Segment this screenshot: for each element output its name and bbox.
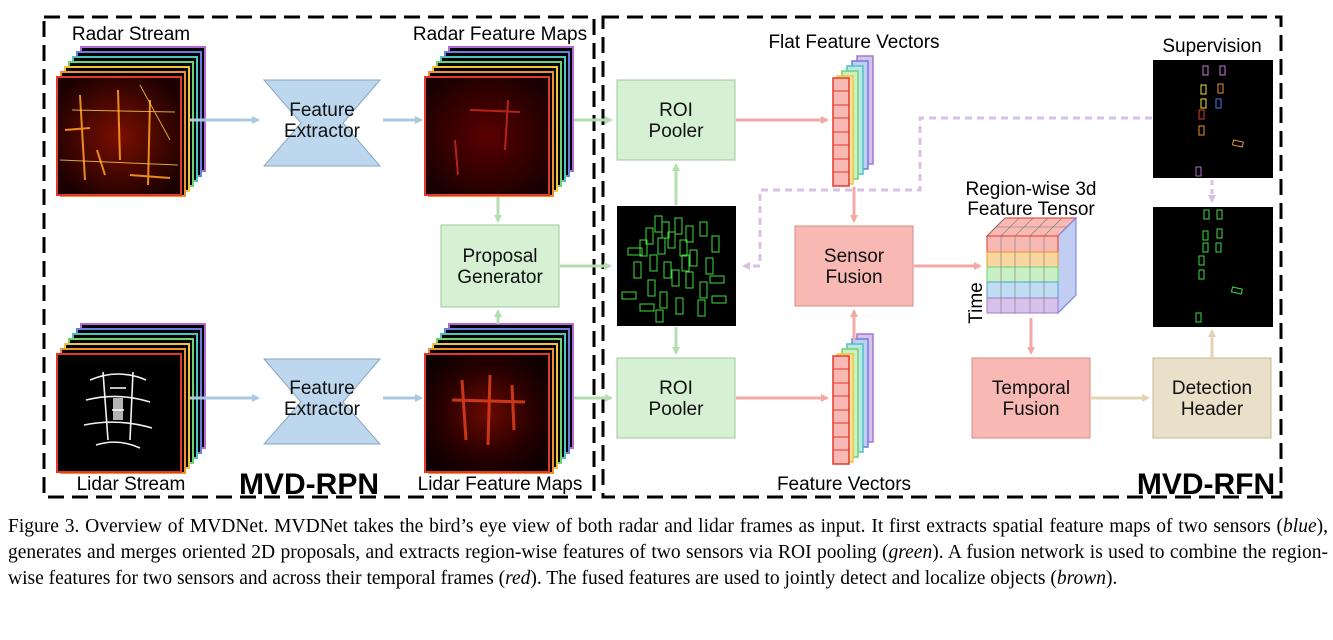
radar-feature-maps-stack bbox=[424, 46, 574, 197]
flat-feature-vectors-label: Flat Feature Vectors bbox=[768, 32, 939, 53]
mvd-rfn-title: MVD-RFN bbox=[1137, 468, 1275, 501]
tensor-title-line2: Feature Tensor bbox=[967, 199, 1095, 220]
radar-stream-label: Radar Stream bbox=[72, 24, 190, 45]
caption-green: green bbox=[888, 542, 933, 563]
radar-stream-stack bbox=[56, 46, 206, 197]
flat-feature-vectors-bottom bbox=[832, 333, 874, 465]
detection-header-line2: Header bbox=[1181, 399, 1244, 420]
flat-feature-vectors-top bbox=[832, 55, 874, 187]
caption-part3: ). A fusion network is used to combine t… bbox=[8, 542, 1328, 589]
caption-part5: ). bbox=[1105, 568, 1118, 589]
lidar-feature-extractor-block bbox=[262, 358, 382, 445]
supervision-label: Supervision bbox=[1162, 36, 1261, 57]
sensor-fusion-line1: Sensor bbox=[824, 246, 885, 267]
radar-feature-extractor-line1: Feature bbox=[289, 100, 354, 121]
proposal-generator-block bbox=[440, 224, 560, 308]
lidar-feature-extractor-line1: Feature bbox=[289, 378, 354, 399]
lidar-stream-stack bbox=[56, 323, 206, 474]
caption-red: red bbox=[505, 568, 531, 589]
caption-blue: blue bbox=[1283, 516, 1317, 537]
figure-caption: Figure 3. Overview of MVDNet. MVDNet tak… bbox=[8, 514, 1328, 592]
roi-pooler-bottom-line1: ROI bbox=[659, 378, 693, 399]
tensor-title-line1: Region-wise 3d bbox=[966, 179, 1097, 200]
caption-part1: Figure 3. Overview of MVDNet. MVDNet tak… bbox=[8, 516, 1284, 537]
proposals-map bbox=[617, 206, 736, 326]
detection-output-map bbox=[1153, 207, 1273, 327]
roi-pooler-bottom-block bbox=[616, 357, 736, 439]
roi-pooler-top-line2: Pooler bbox=[649, 121, 705, 142]
mvd-rpn-border bbox=[42, 15, 596, 499]
radar-feature-maps-label: Radar Feature Maps bbox=[413, 24, 587, 45]
sensor-fusion-line2: Fusion bbox=[825, 267, 882, 288]
mvd-rfn-border bbox=[601, 15, 1283, 499]
proposal-generator-line2: Generator bbox=[457, 267, 543, 288]
radar-feature-extractor-block bbox=[262, 79, 382, 167]
caption-part2: ), generates and merges oriented 2D prop… bbox=[8, 516, 1328, 563]
detection-header-line1: Detection bbox=[1172, 378, 1252, 399]
roi-pooler-top-block bbox=[616, 79, 736, 161]
proposal-generator-line1: Proposal bbox=[463, 246, 538, 267]
roi-pooler-top-line1: ROI bbox=[659, 100, 693, 121]
time-axis-label: Time bbox=[966, 282, 987, 324]
region-wise-3d-feature-tensor bbox=[985, 216, 1078, 315]
temporal-fusion-block bbox=[971, 357, 1091, 439]
lidar-feature-extractor-line2: Extractor bbox=[284, 399, 361, 420]
mvdnet-architecture-diagram: Radar Stream Lidar Stream Feature Extrac… bbox=[42, 15, 1283, 501]
feature-vectors-label: Feature Vectors bbox=[777, 474, 911, 495]
supervision-map bbox=[1153, 60, 1273, 178]
lidar-feature-maps-label: Lidar Feature Maps bbox=[418, 474, 583, 495]
lidar-feature-maps-stack bbox=[424, 323, 574, 474]
caption-part4: ). The fused features are used to jointl… bbox=[530, 568, 1057, 589]
sensor-fusion-block bbox=[794, 225, 914, 307]
radar-feature-extractor-line2: Extractor bbox=[284, 121, 361, 142]
arrow-supervision-to-proposals bbox=[742, 116, 1152, 270]
caption-brown: brown bbox=[1056, 568, 1106, 589]
roi-pooler-bottom-line2: Pooler bbox=[649, 399, 705, 420]
temporal-fusion-line2: Fusion bbox=[1002, 399, 1059, 420]
lidar-stream-label: Lidar Stream bbox=[77, 474, 186, 495]
temporal-fusion-line1: Temporal bbox=[992, 378, 1070, 399]
mvd-rpn-title: MVD-RPN bbox=[239, 468, 379, 501]
detection-header-block bbox=[1152, 357, 1272, 439]
